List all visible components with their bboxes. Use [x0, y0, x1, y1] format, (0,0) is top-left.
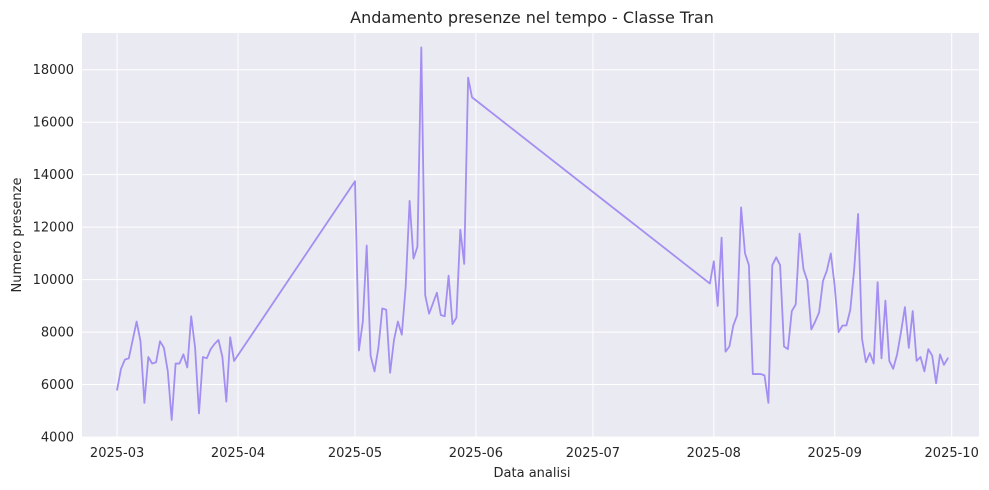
y-tick-label: 14000: [33, 168, 74, 183]
x-axis-label: Data analisi: [494, 466, 571, 481]
series-line: [116, 46, 949, 421]
x-tick-label: 2025-10: [925, 446, 979, 461]
y-tick-label: 16000: [33, 116, 74, 131]
chart-title: Andamento presenze nel tempo - Classe Tr…: [350, 8, 714, 27]
x-tick-label: 2025-07: [566, 446, 620, 461]
y-tick-label: 10000: [33, 273, 74, 288]
x-tick-label: 2025-04: [211, 446, 265, 461]
y-axis-label: Numero presenze: [10, 178, 25, 293]
y-tick-label: 12000: [33, 221, 74, 236]
x-tick-label: 2025-05: [328, 446, 382, 461]
y-tick-label: 8000: [41, 326, 74, 341]
y-tick-label: 6000: [41, 378, 74, 393]
y-gridlines: [82, 69, 979, 438]
x-tick-label: 2025-08: [687, 446, 741, 461]
x-tick-labels: 2025-03 2025-04 2025-05 2025-06 2025-07 2025-…: [90, 446, 979, 461]
plot-background: [82, 33, 979, 437]
x-tick-label: 2025-03: [90, 446, 144, 461]
y-tick-label: 18000: [33, 63, 74, 78]
x-tick-label: 2025-09: [808, 446, 862, 461]
y-tick-labels: 4000 6000 8000 10000 12000 14000 16000 18000: [33, 63, 74, 445]
y-tick-label: 4000: [41, 431, 74, 446]
x-tick-label: 2025-06: [449, 446, 503, 461]
